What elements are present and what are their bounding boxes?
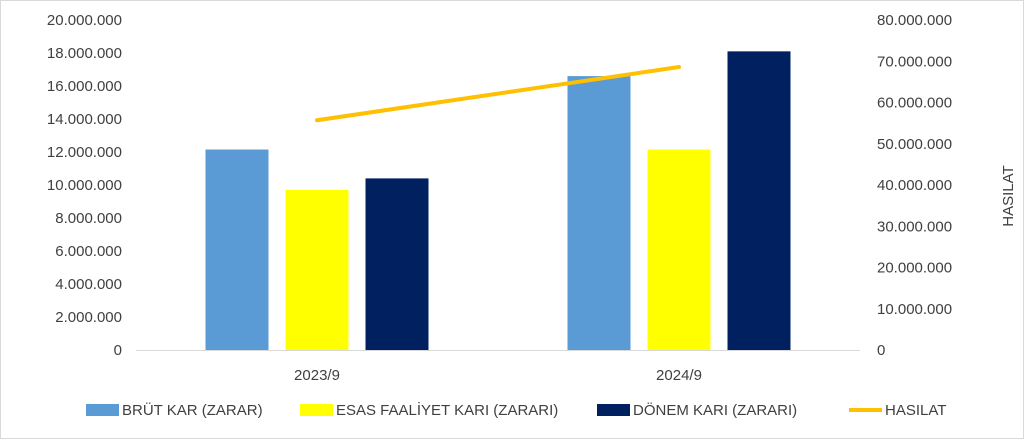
left-tick-label: 20.000.000: [47, 12, 122, 29]
legend-label: BRÜT KAR (ZARAR): [122, 401, 263, 419]
left-tick-label: 18.000.000: [47, 45, 122, 62]
left-tick-label: 8.000.000: [55, 210, 122, 227]
right-tick-label: 50.000.000: [877, 136, 952, 153]
category-label: 2024/9: [656, 367, 702, 384]
left-tick-label: 4.000.000: [55, 276, 122, 293]
legend-swatch: [300, 404, 333, 416]
legend: BRÜT KAR (ZARAR) ESAS FAALİYET KARI (ZARA…: [86, 401, 946, 419]
left-tick-label: 6.000.000: [55, 243, 122, 260]
right-tick-label: 80.000.000: [877, 12, 952, 29]
bar: [647, 149, 711, 350]
category-label: 2023/9: [294, 367, 340, 384]
left-tick-label: 12.000.000: [47, 144, 122, 161]
legend-label: HASILAT: [885, 402, 946, 419]
plot-area: [205, 51, 791, 350]
bar: [727, 51, 791, 350]
legend-label: DÖNEM KARI (ZARARI): [633, 401, 797, 419]
bar: [205, 149, 269, 350]
left-tick-label: 0: [114, 342, 122, 359]
legend-swatch: [86, 404, 119, 416]
right-axis-title: HASILAT: [1000, 165, 1017, 226]
left-tick-label: 14.000.000: [47, 111, 122, 128]
left-tick-label: 2.000.000: [55, 309, 122, 326]
legend-swatch: [597, 404, 630, 416]
right-tick-label: 0: [877, 342, 885, 359]
x-axis: 2023/9 2024/9: [136, 350, 860, 384]
bar: [567, 76, 631, 350]
left-axis: 0 2.000.000 4.000.000 6.000.000 8.000.000 10.…: [47, 12, 122, 359]
legend-label: ESAS FAALİYET KARI (ZARARI): [336, 401, 558, 419]
right-tick-label: 60.000.000: [877, 95, 952, 112]
right-tick-label: 30.000.000: [877, 218, 952, 235]
bar: [365, 178, 429, 350]
line-series: [315, 65, 681, 123]
right-tick-label: 10.000.000: [877, 301, 952, 318]
right-tick-label: 40.000.000: [877, 177, 952, 194]
left-tick-label: 16.000.000: [47, 78, 122, 95]
right-axis: 0 10.000.000 20.000.000 30.000.000 40.000.00…: [877, 12, 952, 359]
bar: [285, 189, 349, 350]
right-tick-label: 70.000.000: [877, 53, 952, 70]
right-tick-label: 20.000.000: [877, 260, 952, 277]
left-tick-label: 10.000.000: [47, 177, 122, 194]
